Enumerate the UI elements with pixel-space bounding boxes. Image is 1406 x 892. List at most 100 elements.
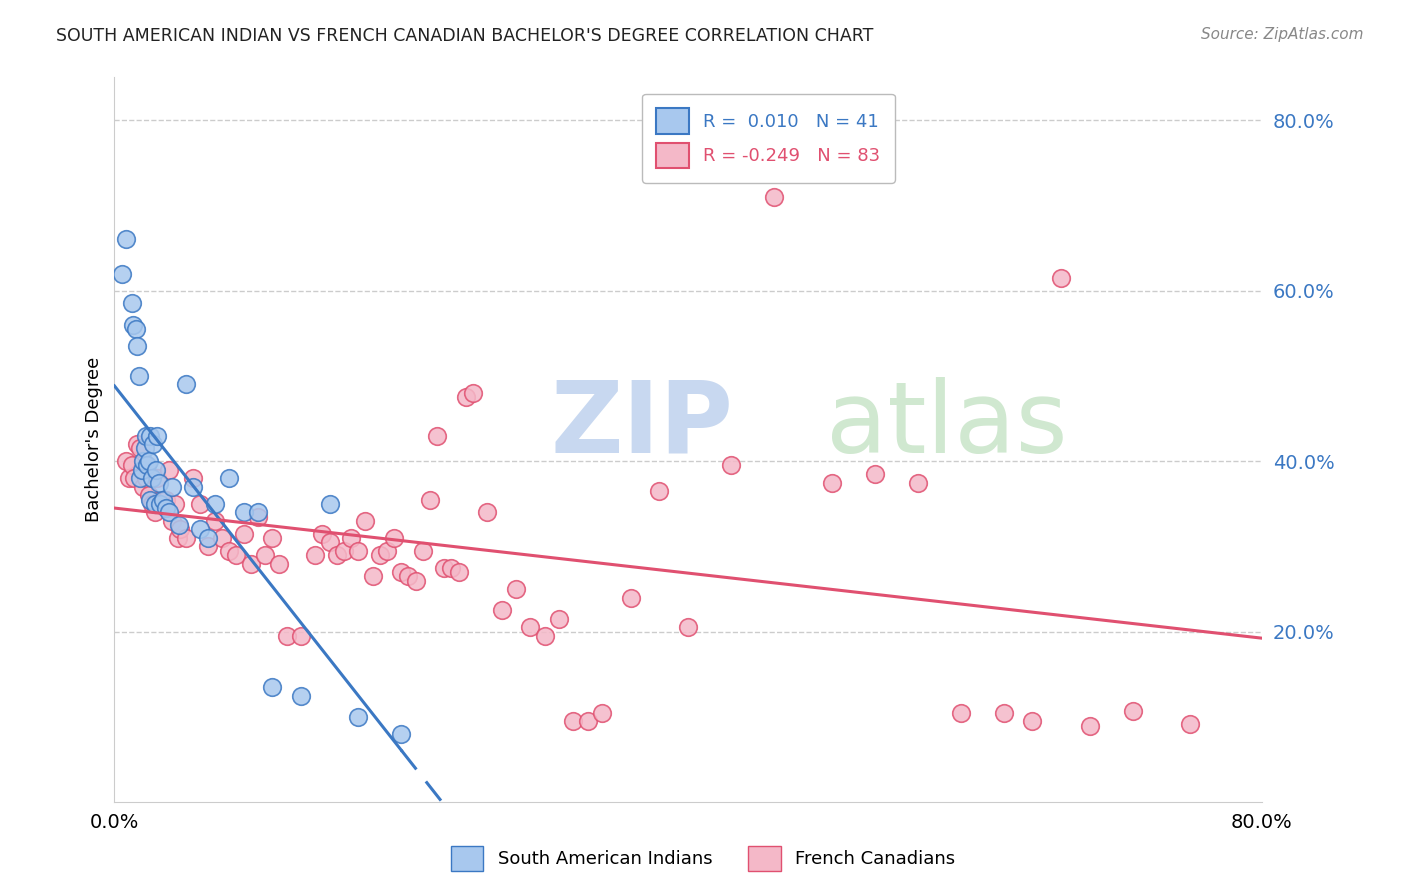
Point	[440, 561, 463, 575]
Point	[225, 548, 247, 562]
Point	[110, 267, 132, 281]
Legend: R =  0.010   N = 41, R = -0.249   N = 83: R = 0.010 N = 41, R = -0.249 N = 83	[643, 94, 896, 183]
Legend: South American Indians, French Canadians: South American Indians, French Canadians	[443, 838, 963, 879]
Point	[262, 680, 284, 694]
Point	[820, 475, 842, 490]
Point	[190, 523, 212, 537]
Point	[141, 497, 163, 511]
Point	[204, 514, 226, 528]
Point	[174, 531, 197, 545]
Point	[218, 543, 240, 558]
Point	[132, 454, 155, 468]
Point	[127, 437, 149, 451]
Point	[148, 475, 170, 490]
Point	[155, 501, 177, 516]
Point	[246, 509, 269, 524]
Point	[155, 492, 177, 507]
Point	[907, 475, 929, 490]
Point	[115, 232, 138, 246]
Point	[361, 569, 384, 583]
Point	[262, 531, 284, 545]
Point	[576, 714, 599, 729]
Point	[477, 505, 499, 519]
Point	[197, 531, 219, 545]
Point	[190, 497, 212, 511]
Point	[142, 437, 165, 451]
Point	[152, 492, 174, 507]
Point	[347, 543, 370, 558]
Point	[993, 706, 1015, 720]
Point	[138, 454, 160, 468]
Point	[121, 458, 143, 473]
Point	[135, 428, 157, 442]
Point	[239, 557, 262, 571]
Point	[141, 471, 163, 485]
Point	[139, 492, 162, 507]
Point	[160, 480, 183, 494]
Point	[143, 497, 166, 511]
Point	[232, 526, 254, 541]
Point	[412, 543, 434, 558]
Point	[433, 561, 456, 575]
Point	[135, 471, 157, 485]
Point	[218, 471, 240, 485]
Point	[863, 467, 886, 481]
Point	[166, 531, 188, 545]
Point	[354, 514, 377, 528]
Point	[122, 318, 145, 332]
Point	[763, 190, 786, 204]
Point	[139, 428, 162, 442]
Point	[1050, 270, 1073, 285]
Point	[562, 714, 585, 729]
Point	[426, 428, 449, 442]
Point	[149, 497, 172, 511]
Point	[132, 480, 155, 494]
Point	[290, 689, 312, 703]
Point	[125, 322, 148, 336]
Point	[128, 368, 150, 383]
Text: Source: ZipAtlas.com: Source: ZipAtlas.com	[1201, 27, 1364, 42]
Point	[620, 591, 643, 605]
Point	[143, 505, 166, 519]
Point	[382, 531, 405, 545]
Point	[1122, 704, 1144, 718]
Point	[129, 442, 152, 456]
Text: atlas: atlas	[825, 376, 1067, 474]
Point	[157, 463, 180, 477]
Point	[169, 523, 191, 537]
Point	[340, 531, 363, 545]
Point	[533, 629, 555, 643]
Text: ZIP: ZIP	[551, 376, 734, 474]
Point	[505, 582, 527, 596]
Point	[1021, 714, 1043, 729]
Point	[519, 620, 541, 634]
Point	[447, 565, 470, 579]
Point	[949, 706, 972, 720]
Point	[454, 390, 477, 404]
Point	[121, 296, 143, 310]
Point	[311, 526, 333, 541]
Point	[269, 557, 291, 571]
Text: SOUTH AMERICAN INDIAN VS FRENCH CANADIAN BACHELOR'S DEGREE CORRELATION CHART: SOUTH AMERICAN INDIAN VS FRENCH CANADIAN…	[56, 27, 873, 45]
Point	[127, 339, 149, 353]
Point	[134, 442, 156, 456]
Point	[318, 497, 340, 511]
Point	[197, 540, 219, 554]
Point	[152, 497, 174, 511]
Point	[1078, 718, 1101, 732]
Point	[1180, 716, 1202, 731]
Point	[146, 428, 169, 442]
Point	[290, 629, 312, 643]
Point	[181, 471, 204, 485]
Y-axis label: Bachelor's Degree: Bachelor's Degree	[86, 357, 103, 523]
Point	[405, 574, 427, 588]
Point	[163, 497, 186, 511]
Point	[246, 505, 269, 519]
Point	[131, 463, 153, 477]
Point	[720, 458, 742, 473]
Point	[676, 620, 699, 634]
Point	[124, 471, 146, 485]
Point	[347, 710, 370, 724]
Point	[318, 535, 340, 549]
Point	[389, 727, 412, 741]
